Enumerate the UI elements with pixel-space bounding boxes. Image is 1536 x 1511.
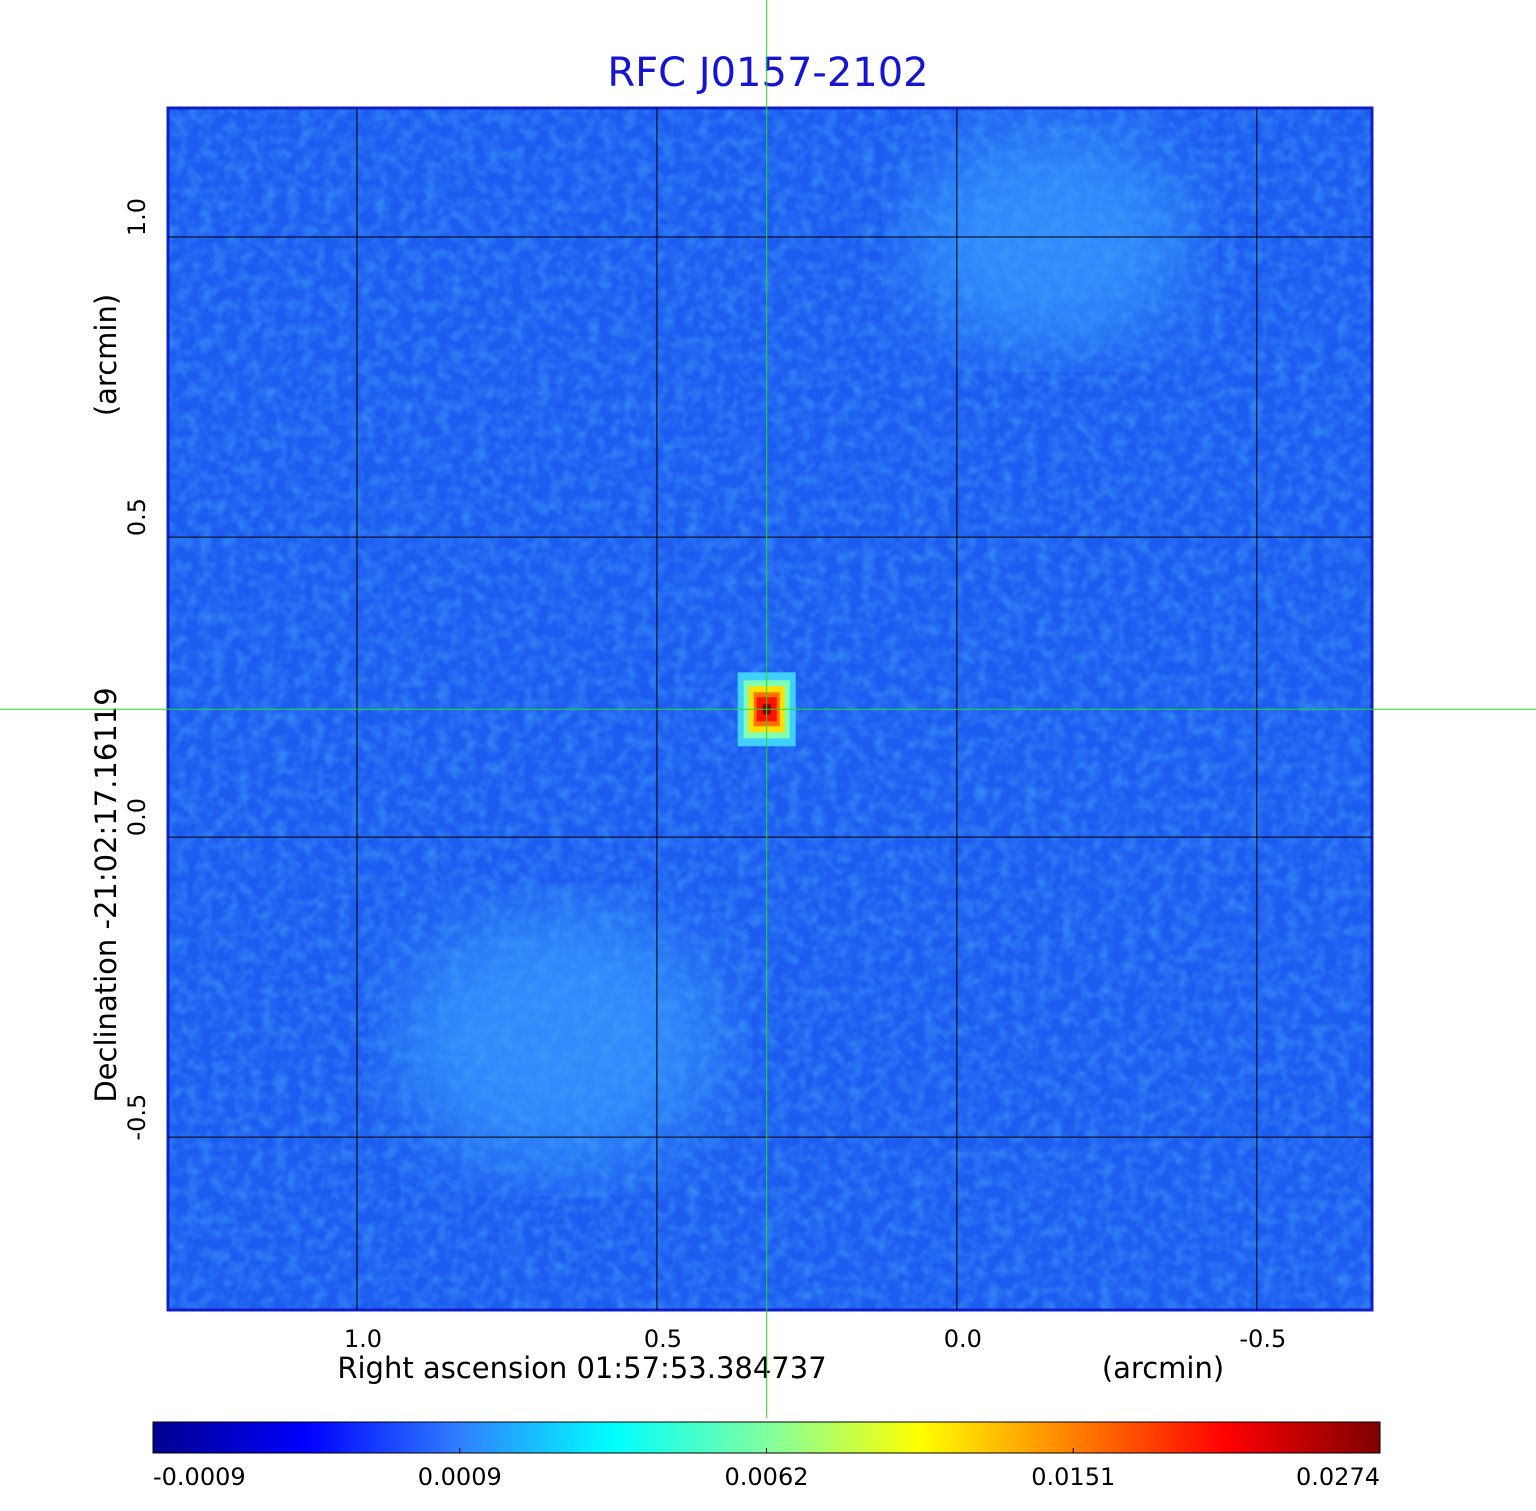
colorbar-tick-label: -0.0009 (153, 1463, 246, 1491)
y-axis-unit: (arcmin) (89, 294, 123, 416)
colorbar (152, 1421, 1381, 1454)
x-tick-label: 0.5 (644, 1325, 682, 1353)
y-tick-label: 1.0 (123, 198, 151, 236)
x-axis-label: Right ascension 01:57:53.384737 (337, 1351, 826, 1385)
colorbar-tick-label: 0.0009 (418, 1463, 502, 1491)
colorbar-tick-label: 0.0274 (1296, 1463, 1380, 1491)
x-tick-label: -0.5 (1239, 1325, 1286, 1353)
y-tick-label: 0.5 (123, 498, 151, 536)
x-axis-unit: (arcmin) (1102, 1351, 1224, 1385)
colorbar-tick-label: 0.0151 (1031, 1463, 1115, 1491)
chart-title: RFC J0157-2102 (607, 50, 928, 96)
colorbar-tick-label: 0.0062 (725, 1463, 809, 1491)
y-tick-label: 0.0 (123, 798, 151, 836)
y-tick-label: -0.5 (123, 1094, 151, 1141)
x-tick-label: 0.0 (944, 1325, 982, 1353)
y-axis-label: Declination -21:02:17.16119 (89, 687, 123, 1102)
x-tick-label: 1.0 (344, 1325, 382, 1353)
